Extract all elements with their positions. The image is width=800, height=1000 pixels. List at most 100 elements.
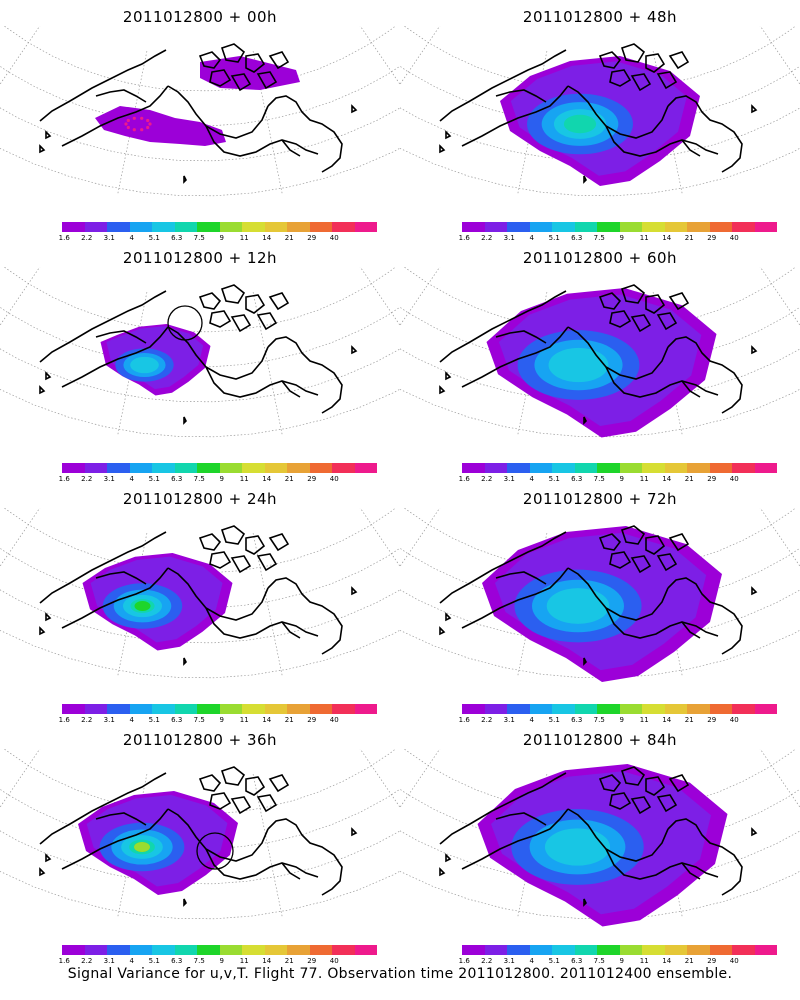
colorbar-cell <box>664 222 687 232</box>
colorbar-cell <box>484 945 507 955</box>
colorbar-tick-label: 14 <box>662 957 672 965</box>
colorbar <box>462 704 777 714</box>
colorbar-cell <box>174 222 197 232</box>
colorbar-cell <box>484 463 507 473</box>
map-panel-2: 2011012800 + 12h 1.6 2.2 3.1 4 5.1 6.3 7.5 9 11 1… <box>0 241 400 483</box>
colorbar-cell <box>309 945 332 955</box>
colorbar-cell <box>687 704 710 714</box>
panel-title: 2011012800 + 36h <box>122 731 278 749</box>
colorbar-tick-label: 9 <box>219 234 224 242</box>
colorbar-tick-label: 29 <box>707 234 717 242</box>
colorbar-tick-label: 9 <box>219 957 224 965</box>
colorbar-cell <box>642 945 665 955</box>
colorbar-tick-label: 3.1 <box>103 957 115 965</box>
colorbar-tick-label: 11 <box>239 475 249 483</box>
colorbar-tick-label: 7.5 <box>593 234 605 242</box>
panel-title: 2011012800 + 00h <box>122 8 278 26</box>
colorbar-tick-label: 5.1 <box>148 716 160 724</box>
figure-caption: Signal Variance for u,v,T. Flight 77. Ob… <box>67 966 733 982</box>
colorbar-cell <box>597 945 620 955</box>
panel-title: 2011012800 + 48h <box>522 8 678 26</box>
colorbar-cell <box>242 463 265 473</box>
colorbar-cell <box>84 704 107 714</box>
colorbar-cell <box>664 463 687 473</box>
colorbar-tick-label: 3.1 <box>503 475 515 483</box>
colorbar-tick-label: 21 <box>284 957 294 965</box>
colorbar <box>62 222 377 232</box>
colorbar-tick-label: 4 <box>129 234 134 242</box>
colorbar-cell <box>107 704 130 714</box>
colorbar-cell <box>597 222 620 232</box>
coastlines <box>39 766 358 907</box>
colorbar-cell <box>642 222 665 232</box>
colorbar-tick-label: 5.1 <box>148 475 160 483</box>
colorbar-cell <box>219 704 242 714</box>
polar-map <box>400 508 800 682</box>
colorbar-cell <box>642 463 665 473</box>
colorbar-tick-label: 7.5 <box>193 716 205 724</box>
colorbar-cell <box>529 463 552 473</box>
panel-title: 2011012800 + 84h <box>522 731 678 749</box>
colorbar-tick-label: 7.5 <box>593 716 605 724</box>
colorbar-tick-label: 14 <box>262 957 272 965</box>
colorbar-tick-label: 14 <box>662 234 672 242</box>
colorbar-tick-label: 1.6 <box>458 957 470 965</box>
colorbar-tick-label: 14 <box>262 475 272 483</box>
colorbar-cell <box>107 463 130 473</box>
map-panel-5: 2011012800 + 72h 1.6 2.2 3.1 4 5.1 6.3 7.5 9 11 1… <box>400 482 800 724</box>
polar-map <box>400 26 800 197</box>
colorbar-cell <box>219 463 242 473</box>
colorbar-cell <box>264 945 287 955</box>
colorbar <box>62 704 377 714</box>
panel-title: 2011012800 + 60h <box>522 249 678 267</box>
colorbar-tick-label: 1.6 <box>58 716 70 724</box>
colorbar-cell <box>664 704 687 714</box>
colorbar-tick-label: 6.3 <box>571 957 583 965</box>
colorbar-cell <box>732 222 755 232</box>
colorbar-cell <box>332 463 355 473</box>
colorbar-tick-label: 2.2 <box>81 475 93 483</box>
colorbar-cell <box>619 704 642 714</box>
colorbar-cell <box>129 945 152 955</box>
colorbar-cell <box>529 945 552 955</box>
colorbar-tick-label: 9 <box>219 475 224 483</box>
colorbar-cell <box>264 463 287 473</box>
colorbar-tick-label: 6.3 <box>571 475 583 483</box>
map-panel-7: 2011012800 + 84h 1.6 2.2 3.1 4 5.1 6.3 7.5 9 11 1… <box>400 723 800 965</box>
colorbar-tick-label: 1.6 <box>458 475 470 483</box>
colorbar-cell <box>309 222 332 232</box>
colorbar-cell <box>197 222 220 232</box>
colorbar-cell <box>242 945 265 955</box>
colorbar-cell <box>129 222 152 232</box>
colorbar-tick-label: 11 <box>239 234 249 242</box>
variance-field <box>477 764 728 927</box>
colorbar-tick-label: 40 <box>329 234 339 242</box>
colorbar-tick-label: 21 <box>684 716 694 724</box>
colorbar-cell <box>84 222 107 232</box>
polar-map <box>0 508 400 679</box>
colorbar-tick-label: 2.2 <box>481 957 493 965</box>
colorbar-cell <box>709 704 732 714</box>
variance-field <box>82 553 233 651</box>
colorbar-labels: 1.6 2.2 3.1 4 5.1 6.3 7.5 9 11 14 21 29 40 <box>58 716 382 726</box>
colorbar-cell <box>462 704 485 714</box>
colorbar-cell <box>264 704 287 714</box>
colorbar-cell <box>687 945 710 955</box>
colorbar-cell <box>574 704 597 714</box>
colorbar-tick-label: 21 <box>284 475 294 483</box>
colorbar-cell <box>574 222 597 232</box>
colorbar-labels: 1.6 2.2 3.1 4 5.1 6.3 7.5 9 11 14 21 29 40 <box>458 957 782 967</box>
colorbar-cell <box>552 222 575 232</box>
colorbar-cell <box>152 222 175 232</box>
colorbar-tick-label: 29 <box>707 957 717 965</box>
colorbar-cell <box>754 704 777 714</box>
colorbar-tick-label: 29 <box>707 716 717 724</box>
colorbar <box>462 945 777 955</box>
colorbar-cell <box>197 945 220 955</box>
colorbar-cell <box>219 222 242 232</box>
colorbar-cell <box>484 704 507 714</box>
colorbar-tick-label: 40 <box>729 957 739 965</box>
colorbar-cell <box>152 704 175 714</box>
colorbar-cell <box>242 704 265 714</box>
colorbar-tick-label: 4 <box>129 957 134 965</box>
